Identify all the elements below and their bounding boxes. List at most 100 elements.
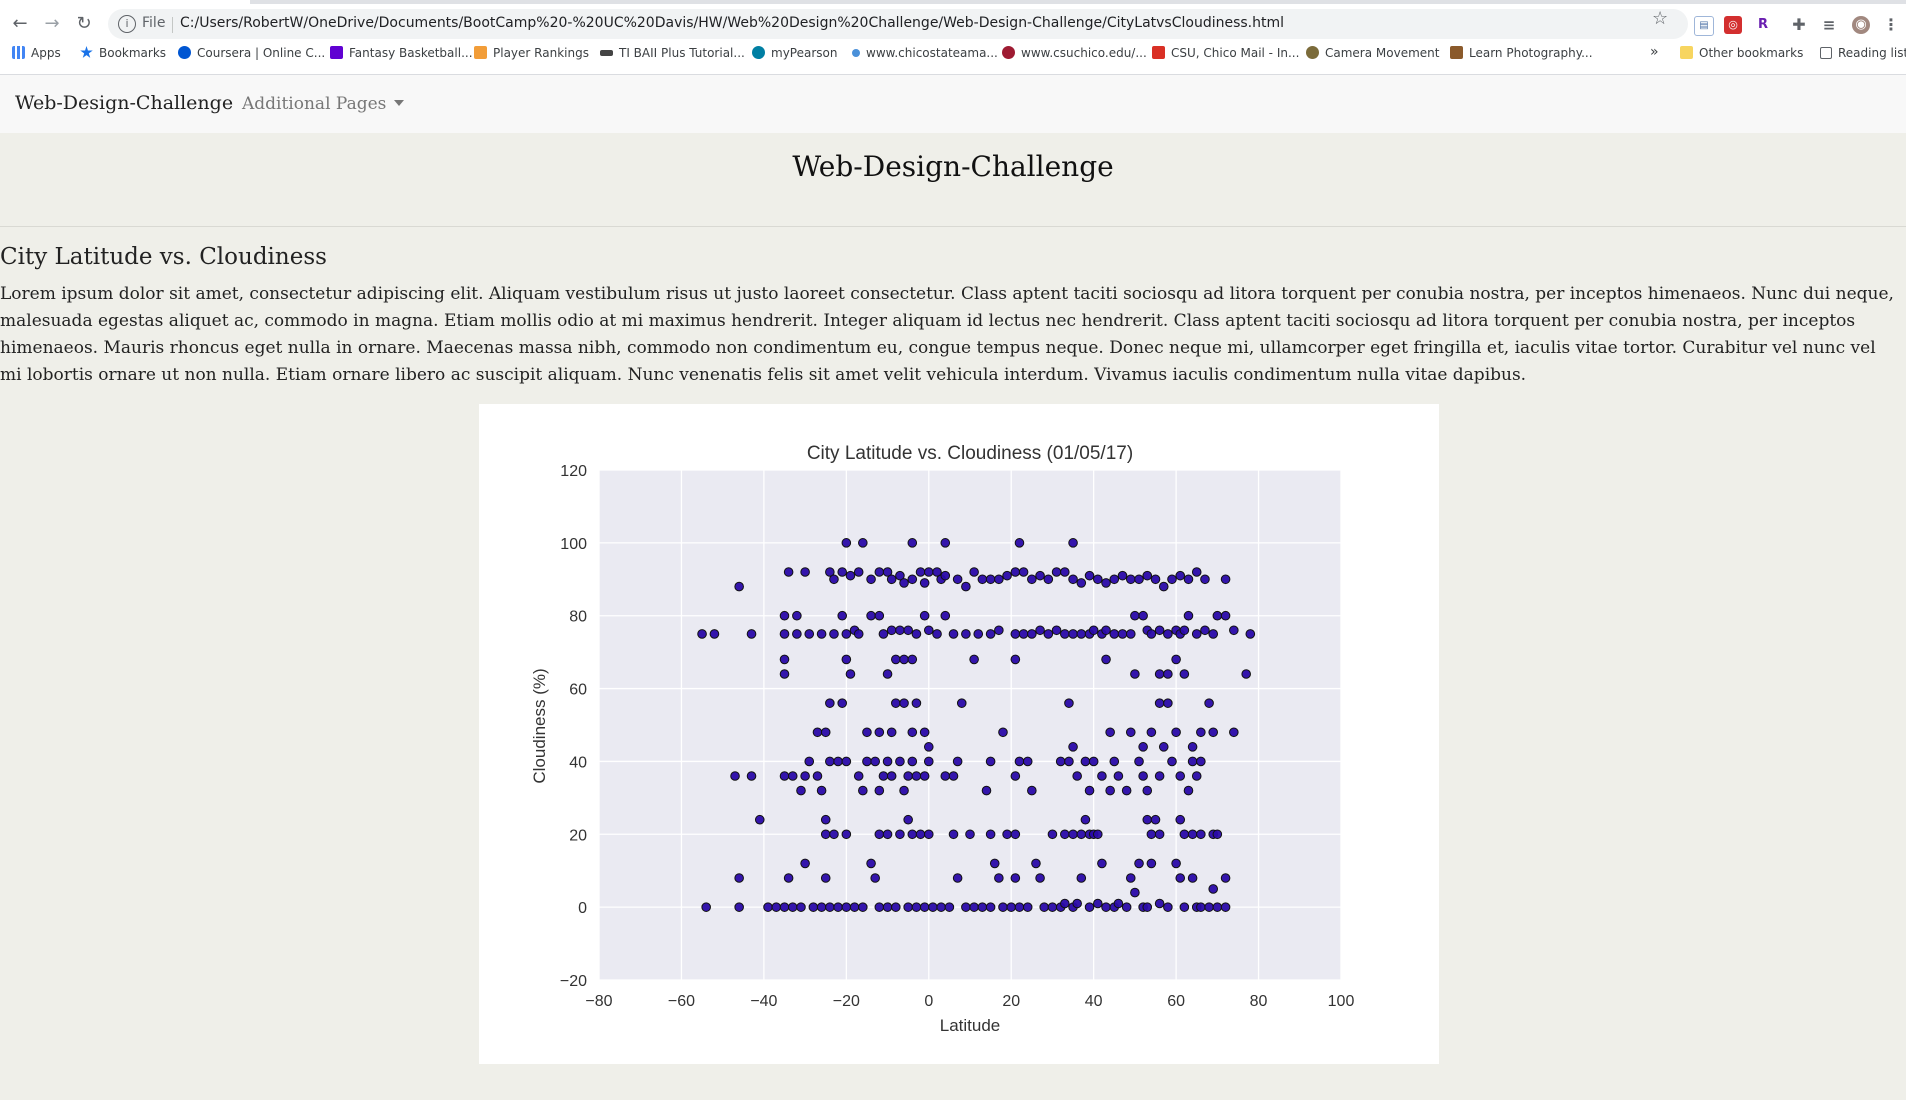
bookmark-bookmarks[interactable]: Bookmarks — [80, 46, 166, 60]
bookmark-other[interactable]: Other bookmarks — [1680, 46, 1803, 60]
data-point — [1101, 902, 1111, 912]
data-point — [1158, 742, 1169, 752]
data-point — [940, 610, 951, 621]
x-tick-label: −60 — [668, 993, 695, 1010]
y-tick-label: 120 — [560, 463, 587, 480]
bookmark-label: CSU, Chico Mail - In... — [1171, 46, 1300, 60]
data-point — [1121, 785, 1132, 796]
bookmark-learn-photography[interactable]: Learn Photography... — [1450, 46, 1593, 60]
data-point — [882, 669, 893, 679]
url-text[interactable]: C:/Users/RobertW/OneDrive/Documents/Boot… — [180, 15, 1285, 31]
data-point — [1154, 829, 1165, 840]
info-icon[interactable]: i — [118, 15, 136, 33]
data-point — [915, 567, 926, 577]
data-point — [989, 858, 1000, 869]
data-point — [1068, 829, 1078, 840]
bookmark-star-icon[interactable]: ☆ — [1652, 8, 1669, 29]
browser-menu-icon[interactable]: ⋮ — [1883, 15, 1899, 34]
data-point — [981, 785, 992, 796]
bookmark-csuchico[interactable]: www.csuchico.edu/... — [1002, 46, 1147, 60]
data-point — [1204, 698, 1214, 708]
data-point — [845, 669, 856, 679]
media-queue-icon[interactable]: ≡ — [1822, 16, 1836, 34]
data-point — [734, 902, 744, 912]
bookmark-camera-movement[interactable]: Camera Movement — [1306, 46, 1439, 60]
reload-icon[interactable]: ↻ — [76, 13, 92, 34]
data-point — [1179, 625, 1190, 636]
reading-list-icon — [1820, 47, 1832, 59]
x-tick-label: −80 — [585, 993, 612, 1010]
data-point — [1125, 629, 1136, 639]
data-point — [1163, 698, 1173, 708]
data-point — [1130, 610, 1140, 621]
data-point — [915, 829, 926, 840]
data-point — [940, 570, 951, 581]
rankings-icon — [474, 46, 487, 59]
bookmark-fantasy-basketball[interactable]: Fantasy Basketball... — [330, 46, 473, 60]
data-point — [1022, 902, 1033, 912]
data-point — [886, 625, 897, 636]
data-point — [1113, 898, 1124, 909]
extension-r-icon[interactable]: R — [1757, 17, 1768, 32]
bookmark-player-rankings[interactable]: Player Rankings — [474, 46, 589, 60]
extension-doc-icon[interactable]: ▤ — [1694, 16, 1714, 36]
reading-list-button[interactable]: Reading list — [1820, 46, 1906, 60]
data-point — [849, 902, 860, 912]
bookmark-mypearson[interactable]: myPearson — [752, 46, 837, 60]
more-bookmarks-button[interactable]: » — [1650, 44, 1659, 60]
data-point — [853, 629, 864, 639]
data-point — [853, 771, 864, 781]
data-point — [1200, 574, 1210, 585]
data-point — [837, 567, 848, 577]
data-point — [985, 629, 996, 639]
data-point — [1142, 814, 1153, 825]
data-point — [882, 756, 893, 767]
extension-badge-icon[interactable]: ◎ — [1724, 16, 1742, 34]
data-point — [858, 785, 868, 796]
data-point — [1060, 898, 1070, 909]
data-point — [948, 629, 959, 639]
bookmark-chicostate[interactable]: www.chicostateama... — [852, 46, 998, 60]
data-point — [1039, 902, 1050, 912]
data-points — [697, 538, 1256, 912]
bookmark-label: TI BAII Plus Tutorial... — [619, 46, 745, 60]
data-point — [923, 625, 934, 636]
bookmark-coursera[interactable]: Coursera | Online C... — [178, 46, 325, 60]
navbar-brand[interactable]: Web-Design-Challenge — [15, 92, 234, 114]
y-tick-label: 60 — [569, 682, 587, 699]
data-point — [1191, 567, 1202, 577]
data-point — [1158, 581, 1169, 592]
file-scheme-label: File — [142, 15, 166, 31]
bookmark-csu-mail[interactable]: CSU, Chico Mail - In... — [1152, 46, 1299, 60]
data-point — [853, 567, 864, 577]
pearson-icon — [752, 46, 765, 59]
data-point — [1150, 814, 1161, 825]
bookmark-apps[interactable]: Apps — [12, 46, 61, 60]
bookmark-label: Fantasy Basketball... — [349, 46, 473, 60]
profile-avatar-icon[interactable]: ◉ — [1852, 16, 1870, 34]
data-point — [1055, 756, 1066, 767]
data-point — [1187, 829, 1198, 840]
data-point — [1167, 574, 1177, 585]
data-point — [895, 570, 905, 581]
data-point — [1080, 814, 1091, 825]
data-point — [1167, 756, 1177, 767]
data-point — [874, 610, 885, 621]
back-arrow-icon[interactable]: ← — [12, 13, 28, 34]
x-tick-label: 40 — [1085, 993, 1103, 1010]
data-point — [1229, 625, 1239, 636]
data-point — [1138, 610, 1148, 621]
data-point — [961, 902, 971, 912]
y-tick-label: 20 — [569, 827, 587, 844]
data-point — [841, 756, 852, 767]
forward-arrow-icon[interactable]: → — [44, 13, 60, 34]
additional-pages-dropdown[interactable]: Additional Pages — [242, 94, 405, 114]
extensions-puzzle-icon[interactable]: ✚ — [1792, 15, 1806, 34]
data-point — [833, 902, 843, 912]
data-point — [1064, 698, 1074, 708]
data-point — [1097, 858, 1107, 869]
data-point — [1010, 873, 1021, 883]
data-point — [1212, 610, 1223, 621]
bookmark-ti-baii[interactable]: TI BAII Plus Tutorial... — [600, 46, 745, 60]
address-bar[interactable]: i File C:/Users/RobertW/OneDrive/Documen… — [108, 9, 1688, 39]
